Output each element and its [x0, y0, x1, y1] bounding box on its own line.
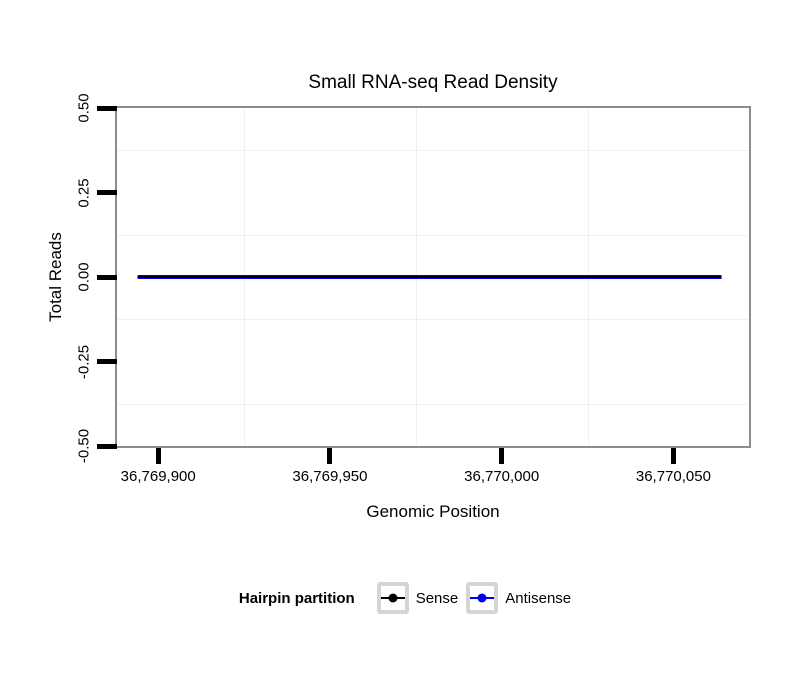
y-axis-tick	[97, 190, 117, 195]
legend-key-dot	[388, 593, 398, 603]
minor-gridline-horizontal	[117, 403, 749, 405]
minor-gridline-horizontal	[117, 234, 749, 236]
y-axis-tick-label: 0.25	[75, 177, 93, 208]
chart-title: Small RNA-seq Read Density	[308, 72, 558, 93]
legend-key-antisense-icon	[466, 582, 499, 614]
minor-gridline-horizontal	[117, 150, 749, 152]
y-axis-tick	[97, 443, 117, 449]
x-axis-tick-label: 36,770,050	[635, 468, 711, 485]
x-axis-tick	[670, 448, 676, 464]
y-axis-title: Total Reads	[46, 232, 65, 322]
x-axis-tick-label: 36,769,950	[292, 468, 368, 485]
legend-entry-antisense: Antisense	[466, 582, 571, 614]
y-axis-tick	[97, 105, 117, 111]
y-axis-tick-label: -0.50	[75, 428, 93, 464]
legend-label-sense: Sense	[415, 589, 459, 607]
minor-gridline-vertical	[244, 108, 246, 446]
y-axis-tick-label: 0.00	[75, 262, 93, 292]
legend-label-antisense: Antisense	[505, 589, 572, 607]
y-axis-tick	[97, 274, 117, 280]
x-axis-title: Genomic Position	[366, 502, 500, 521]
legend-entry-sense: Sense	[376, 582, 459, 614]
x-axis-tick-label: 36,770,000	[464, 468, 540, 485]
legend-title: Hairpin partition	[238, 589, 355, 607]
minor-gridline-vertical	[587, 108, 589, 446]
minor-gridline-horizontal	[117, 319, 749, 321]
x-axis-tick	[155, 448, 161, 464]
minor-gridline-vertical	[415, 108, 417, 446]
x-axis-tick	[499, 448, 505, 464]
x-axis-tick-label: 36,769,900	[120, 468, 196, 485]
y-axis-tick-label: 0.50	[75, 93, 93, 123]
legend-key-dot	[477, 593, 487, 603]
plot-panel	[115, 106, 751, 448]
x-axis-tick	[327, 448, 333, 464]
y-axis-tick	[97, 359, 117, 364]
legend-key-sense-icon	[376, 582, 409, 614]
legend: Hairpin partition Sense Antisense	[0, 580, 810, 616]
y-axis-tick-label: -0.25	[75, 344, 93, 379]
